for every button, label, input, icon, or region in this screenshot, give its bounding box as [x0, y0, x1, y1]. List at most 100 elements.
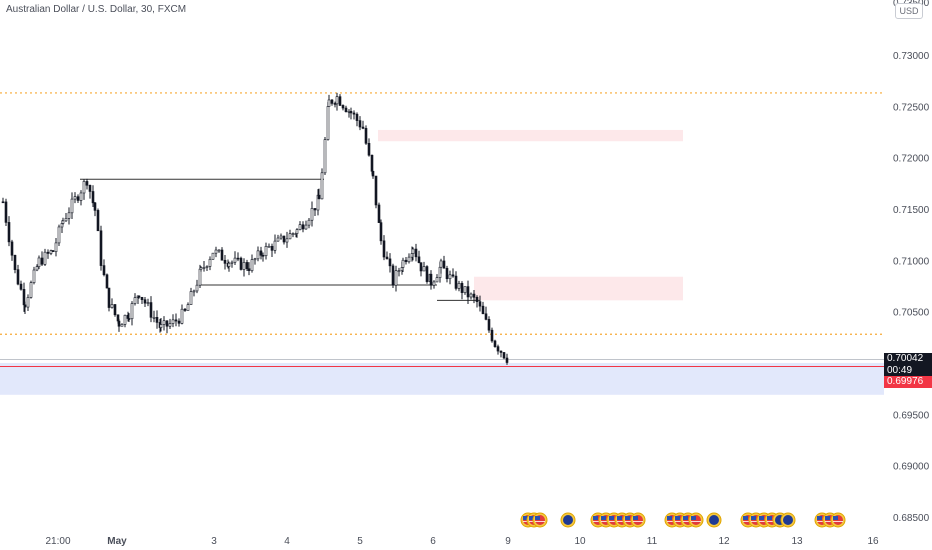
- x-tick-label: 13: [791, 536, 803, 547]
- candle-body: [259, 250, 263, 256]
- candle-body: [149, 302, 153, 318]
- candle-body: [195, 284, 199, 292]
- candle-body: [236, 257, 240, 260]
- candle-body: [186, 304, 190, 311]
- au-flag-icon: [780, 512, 796, 528]
- currency-button[interactable]: USD: [895, 3, 923, 19]
- last-price-label: 0.70042: [887, 353, 924, 364]
- candle-body: [291, 233, 295, 235]
- candle-body: [394, 270, 398, 286]
- candle-body: [285, 238, 289, 243]
- candle-body: [61, 220, 65, 224]
- candle-body: [82, 181, 86, 194]
- candle-body: [250, 259, 254, 271]
- candle-body: [91, 191, 95, 204]
- us-flag-canton: [601, 516, 606, 520]
- us-flag-canton: [593, 516, 598, 520]
- us-flag-canton: [667, 516, 672, 520]
- candle-body: [499, 350, 503, 353]
- candle-body: [107, 287, 111, 308]
- candle-body: [171, 319, 175, 324]
- candle-body: [168, 323, 172, 327]
- candle-body: [35, 266, 39, 271]
- y-tick-label: 0.69000: [893, 462, 930, 473]
- candle-body: [26, 297, 30, 308]
- candle-body: [227, 262, 231, 267]
- us-flag-canton: [691, 516, 696, 520]
- symbol-title[interactable]: Australian Dollar / U.S. Dollar, 30, FXC…: [6, 4, 187, 15]
- candle-body: [374, 175, 378, 206]
- candle-body: [466, 286, 470, 298]
- x-tick-label: May: [107, 536, 127, 547]
- candle-body: [487, 319, 491, 331]
- x-tick-label: 11: [647, 536, 658, 547]
- candle-body: [70, 198, 74, 214]
- candle-body: [377, 204, 381, 223]
- candle-body: [110, 304, 114, 308]
- candle-body: [159, 324, 163, 328]
- candle-body: [505, 357, 509, 363]
- time-axis: 21:00 May 3 4 5 6 9 10 11 12 13 16: [45, 536, 879, 547]
- candle-body: [152, 317, 156, 319]
- us-flag-canton: [751, 516, 756, 520]
- candle-body: [304, 224, 308, 230]
- candle-body: [323, 139, 327, 174]
- candle-body: [493, 340, 497, 347]
- candle-body: [223, 259, 227, 264]
- candle-body: [317, 194, 321, 200]
- supply-zone: [474, 276, 683, 301]
- candle-body: [51, 250, 55, 252]
- candle-body: [279, 235, 283, 239]
- candle-body: [130, 303, 134, 320]
- x-tick-label: 9: [505, 536, 511, 547]
- candle-body: [432, 281, 436, 286]
- candle-body: [264, 246, 268, 257]
- us-flag-canton: [523, 516, 528, 520]
- candle-body: [307, 219, 311, 226]
- candle-body: [189, 291, 193, 305]
- candle-body: [180, 308, 184, 324]
- candle-body: [320, 172, 324, 200]
- candle-body: [367, 143, 371, 156]
- candle-body: [113, 304, 117, 316]
- y-tick-label: 0.71500: [893, 205, 930, 216]
- candle-body: [364, 128, 368, 144]
- us-flag-icon: [830, 512, 846, 528]
- candle-body: [133, 297, 137, 304]
- us-flag-canton: [825, 516, 830, 520]
- candle-body: [123, 314, 127, 325]
- candle-body: [358, 120, 362, 128]
- candle-body: [414, 248, 418, 258]
- candle-body: [327, 99, 331, 107]
- au-flag-icon: [560, 512, 576, 528]
- demand-zone: [0, 362, 884, 395]
- candle-body: [253, 258, 257, 261]
- candle-body: [379, 222, 383, 242]
- candle-body: [205, 266, 209, 268]
- candle-body: [344, 107, 348, 113]
- supply-zone: [378, 129, 683, 142]
- x-tick-label: 16: [867, 536, 879, 547]
- candle-body: [120, 324, 124, 327]
- candle-body: [220, 249, 224, 261]
- candle-body: [407, 256, 411, 263]
- candle-body: [298, 224, 302, 230]
- us-flag-canton: [817, 516, 822, 520]
- candle-body: [475, 297, 479, 302]
- candle-body: [454, 275, 458, 289]
- candle-body: [397, 270, 401, 272]
- candle-body: [349, 111, 353, 114]
- candle-body: [411, 248, 415, 254]
- us-flag-icon: [688, 512, 704, 528]
- candle-body: [282, 235, 286, 243]
- au-flag-face: [709, 515, 719, 525]
- candle-body: [96, 210, 100, 232]
- candle-body: [310, 208, 314, 221]
- candle-body: [23, 304, 27, 308]
- y-tick-label: 0.69500: [893, 410, 930, 421]
- candle-body: [105, 274, 109, 289]
- us-flag-canton: [683, 516, 688, 520]
- candle-body: [326, 106, 330, 140]
- y-tick-label: 0.71000: [893, 256, 930, 267]
